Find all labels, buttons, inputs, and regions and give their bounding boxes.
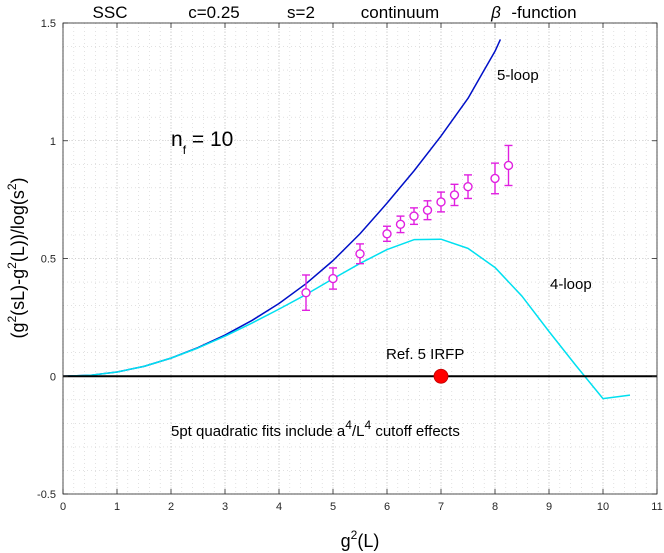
label-4-loop: 4-loop (550, 276, 592, 293)
y-tick-label: 1 (50, 136, 56, 148)
data-point (409, 211, 419, 221)
title-ssc: SSC (93, 3, 128, 22)
y-tick-label: 0.5 (41, 254, 56, 266)
data-point (355, 249, 365, 259)
x-tick-label: 3 (222, 501, 228, 513)
data-point (449, 190, 460, 200)
title-continuum: continuum (361, 3, 439, 22)
nf-label: nf = 10 (171, 128, 233, 157)
x-tick-label: 11 (651, 501, 662, 513)
x-tick-label: 10 (597, 501, 609, 513)
y-axis-label: (g2(sL)-g2(L))/log(s2) (5, 177, 28, 338)
data-point (395, 219, 406, 230)
x-tick-label: 6 (384, 501, 390, 513)
y-tick-label: 0 (50, 371, 56, 383)
title-beta: β (490, 3, 501, 22)
data-point (463, 181, 473, 192)
data-point (328, 273, 338, 284)
data-point (382, 229, 392, 239)
x-tick-label: 5 (330, 501, 336, 513)
title-function: -function (511, 3, 576, 22)
data-point (301, 287, 311, 298)
data-point (490, 173, 500, 184)
x-tick-label: 8 (492, 501, 498, 513)
y-tick-label: 1.5 (41, 18, 56, 30)
irfp-marker (433, 368, 449, 384)
ticks: 0 1 2 3 4 5 6 7 8 9 10 11 -0.5 0 0.5 1 1.5 (37, 18, 663, 513)
y-tick-label: -0.5 (37, 489, 56, 501)
x-tick-label: 2 (168, 501, 174, 513)
data-points (301, 144, 514, 384)
x-tick-label: 0 (60, 501, 66, 513)
x-tick-label: 9 (546, 501, 552, 513)
label-5-loop: 5-loop (497, 67, 539, 84)
x-tick-label: 7 (438, 501, 444, 513)
irfp-label: Ref. 5 IRFP (386, 346, 464, 363)
data-point (436, 197, 446, 207)
x-tick-label: 4 (276, 501, 282, 513)
data-point (503, 160, 514, 171)
title-s: s=2 (287, 3, 315, 22)
fit-note: 5pt quadratic fits include a4/L4 cutoff … (171, 418, 460, 440)
curve-4-loop (62, 238, 631, 400)
data-point (422, 205, 433, 215)
title-c: c=0.25 (188, 3, 240, 22)
x-tick-label: 1 (114, 501, 120, 513)
x-axis-label: g2(L) (341, 528, 380, 551)
